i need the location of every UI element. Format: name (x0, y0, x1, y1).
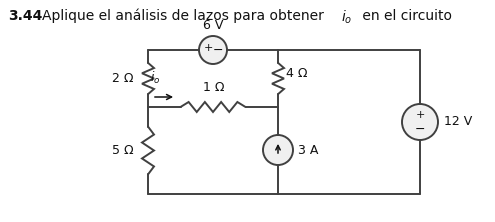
Text: +: + (415, 110, 425, 120)
Text: 6 V: 6 V (203, 19, 223, 32)
Text: −: − (415, 123, 425, 135)
Circle shape (199, 36, 227, 64)
Text: 2 Ω: 2 Ω (112, 72, 134, 85)
Text: 3.44: 3.44 (8, 9, 43, 23)
Text: +: + (203, 43, 213, 53)
Text: en el circuito: en el circuito (358, 9, 452, 23)
Text: −: − (213, 44, 223, 57)
Text: 1 Ω: 1 Ω (202, 81, 224, 94)
Text: $i_o$: $i_o$ (341, 9, 352, 26)
Text: 5 Ω: 5 Ω (112, 144, 134, 157)
Text: Aplique el análisis de lazos para obtener: Aplique el análisis de lazos para obtene… (42, 9, 328, 24)
Text: 12 V: 12 V (444, 115, 472, 129)
Text: 4 Ω: 4 Ω (286, 67, 307, 80)
Text: $i_o$: $i_o$ (150, 70, 160, 86)
Circle shape (263, 135, 293, 165)
Text: 3 A: 3 A (298, 143, 318, 157)
Circle shape (402, 104, 438, 140)
